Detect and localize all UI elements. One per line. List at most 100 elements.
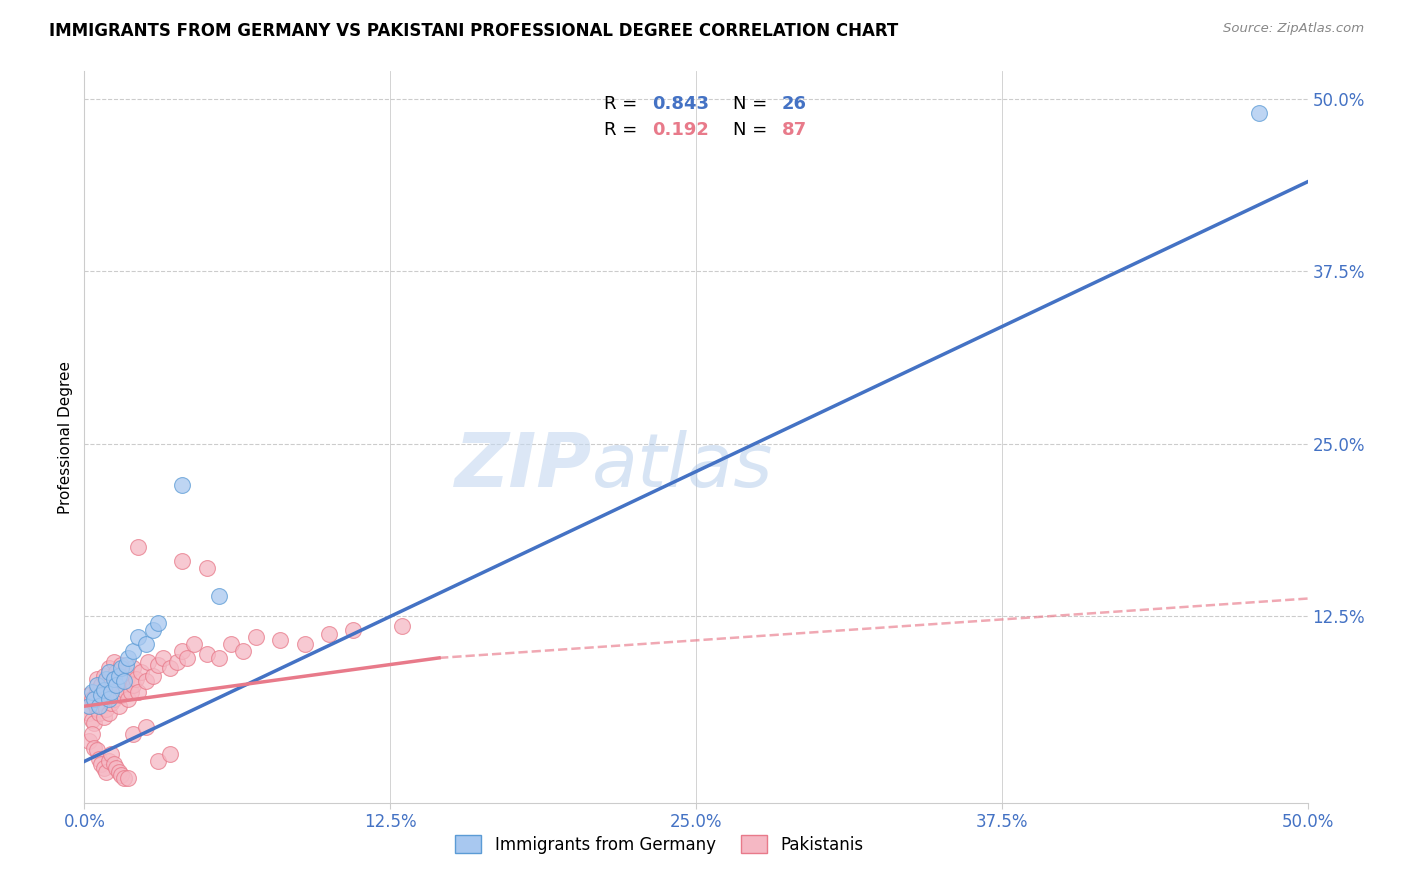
- Point: [97, 692, 120, 706]
- Point: [146, 657, 169, 672]
- Point: [245, 630, 267, 644]
- Point: [127, 541, 149, 555]
- Point: [166, 655, 188, 669]
- Point: [159, 747, 181, 762]
- Point: [146, 616, 169, 631]
- Point: [77, 688, 100, 702]
- Point: [107, 678, 129, 692]
- Point: [122, 678, 145, 692]
- Point: [136, 655, 159, 669]
- Point: [159, 660, 181, 674]
- Point: [93, 761, 115, 775]
- Point: [105, 761, 128, 775]
- Y-axis label: Professional Degree: Professional Degree: [58, 360, 73, 514]
- Point: [86, 678, 108, 692]
- Point: [391, 619, 413, 633]
- Point: [93, 688, 115, 702]
- Point: [269, 632, 291, 647]
- Text: IMMIGRANTS FROM GERMANY VS PAKISTANI PROFESSIONAL DEGREE CORRELATION CHART: IMMIGRANTS FROM GERMANY VS PAKISTANI PRO…: [49, 22, 898, 40]
- Point: [105, 678, 128, 692]
- Point: [86, 672, 108, 686]
- Point: [93, 710, 115, 724]
- Point: [97, 706, 120, 720]
- Point: [83, 715, 105, 730]
- Point: [103, 692, 125, 706]
- Point: [90, 699, 112, 714]
- Point: [83, 697, 105, 711]
- Point: [294, 637, 316, 651]
- Point: [122, 660, 145, 674]
- Point: [90, 678, 112, 692]
- Point: [152, 651, 174, 665]
- Point: [97, 755, 120, 769]
- Point: [97, 660, 120, 674]
- Point: [90, 688, 112, 702]
- Point: [107, 669, 129, 683]
- Text: N =: N =: [733, 95, 766, 113]
- Point: [142, 624, 165, 638]
- Text: N =: N =: [733, 121, 766, 139]
- Point: [77, 733, 100, 747]
- Point: [342, 624, 364, 638]
- Point: [86, 682, 108, 697]
- Point: [103, 672, 125, 686]
- Point: [97, 665, 120, 679]
- Point: [172, 644, 194, 658]
- Point: [100, 697, 122, 711]
- Point: [87, 699, 110, 714]
- Point: [110, 768, 132, 782]
- Point: [208, 651, 231, 665]
- Point: [127, 630, 149, 644]
- Text: Source: ZipAtlas.com: Source: ZipAtlas.com: [1223, 22, 1364, 36]
- Point: [1247, 105, 1270, 120]
- Point: [97, 685, 120, 699]
- Text: 26: 26: [782, 95, 807, 113]
- Point: [112, 674, 135, 689]
- Point: [110, 688, 132, 702]
- Point: [208, 589, 231, 603]
- Point: [93, 669, 115, 683]
- Point: [112, 682, 135, 697]
- Point: [122, 644, 145, 658]
- Point: [103, 672, 125, 686]
- Point: [93, 682, 115, 697]
- Point: [115, 657, 138, 672]
- Point: [105, 685, 128, 699]
- Point: [112, 771, 135, 785]
- Point: [219, 637, 242, 651]
- Point: [129, 665, 152, 679]
- Point: [83, 740, 105, 755]
- Point: [318, 627, 340, 641]
- Point: [80, 692, 103, 706]
- Point: [77, 699, 100, 714]
- Point: [90, 757, 112, 772]
- Text: ZIP: ZIP: [454, 430, 592, 503]
- Point: [96, 765, 118, 780]
- Point: [86, 743, 108, 757]
- Point: [183, 637, 205, 651]
- Point: [135, 637, 157, 651]
- Point: [96, 702, 118, 716]
- Point: [125, 672, 148, 686]
- Point: [76, 699, 98, 714]
- Point: [115, 674, 138, 689]
- Point: [146, 755, 169, 769]
- Point: [80, 685, 103, 699]
- Point: [122, 727, 145, 741]
- Point: [107, 765, 129, 780]
- Point: [86, 702, 108, 716]
- Point: [117, 669, 139, 683]
- Point: [127, 685, 149, 699]
- Point: [100, 747, 122, 762]
- Point: [142, 669, 165, 683]
- Point: [195, 561, 218, 575]
- Point: [77, 706, 100, 720]
- Point: [172, 478, 194, 492]
- Point: [87, 751, 110, 765]
- Text: 0.843: 0.843: [652, 95, 709, 113]
- Point: [117, 651, 139, 665]
- Point: [80, 713, 103, 727]
- Text: 0.192: 0.192: [652, 121, 709, 139]
- Point: [103, 757, 125, 772]
- Point: [135, 674, 157, 689]
